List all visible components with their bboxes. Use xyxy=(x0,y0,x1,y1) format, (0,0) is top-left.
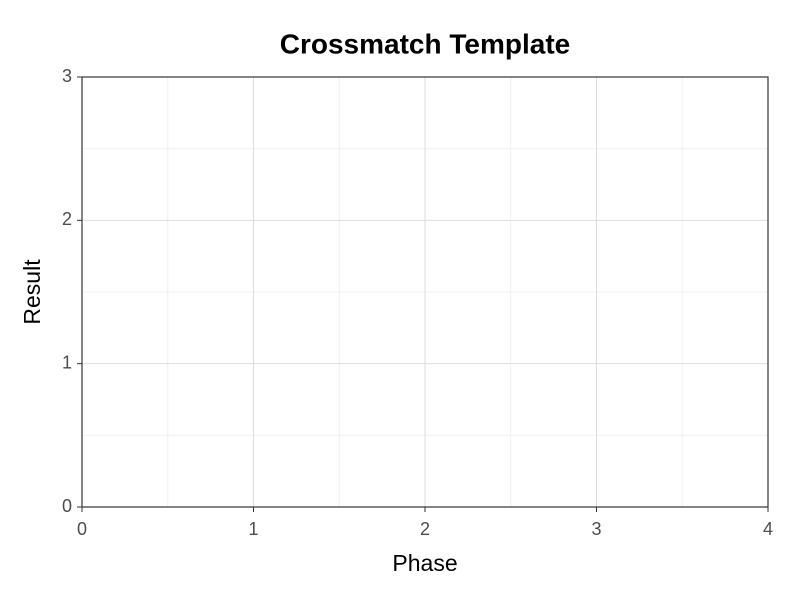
y-tick-label: 0 xyxy=(62,496,72,516)
x-tick-label: 3 xyxy=(591,519,601,539)
x-tick-label: 1 xyxy=(248,519,258,539)
x-tick-label: 4 xyxy=(763,519,773,539)
y-tick-label: 3 xyxy=(62,66,72,86)
x-axis-title: Phase xyxy=(392,550,457,576)
y-axis-title: Result xyxy=(19,259,45,325)
x-tick-label: 0 xyxy=(77,519,87,539)
chart-title: Crossmatch Template xyxy=(280,28,570,59)
y-tick-label: 1 xyxy=(62,352,72,372)
y-tick-label: 2 xyxy=(62,209,72,229)
x-tick-label: 2 xyxy=(420,519,430,539)
panel-border xyxy=(81,76,769,508)
